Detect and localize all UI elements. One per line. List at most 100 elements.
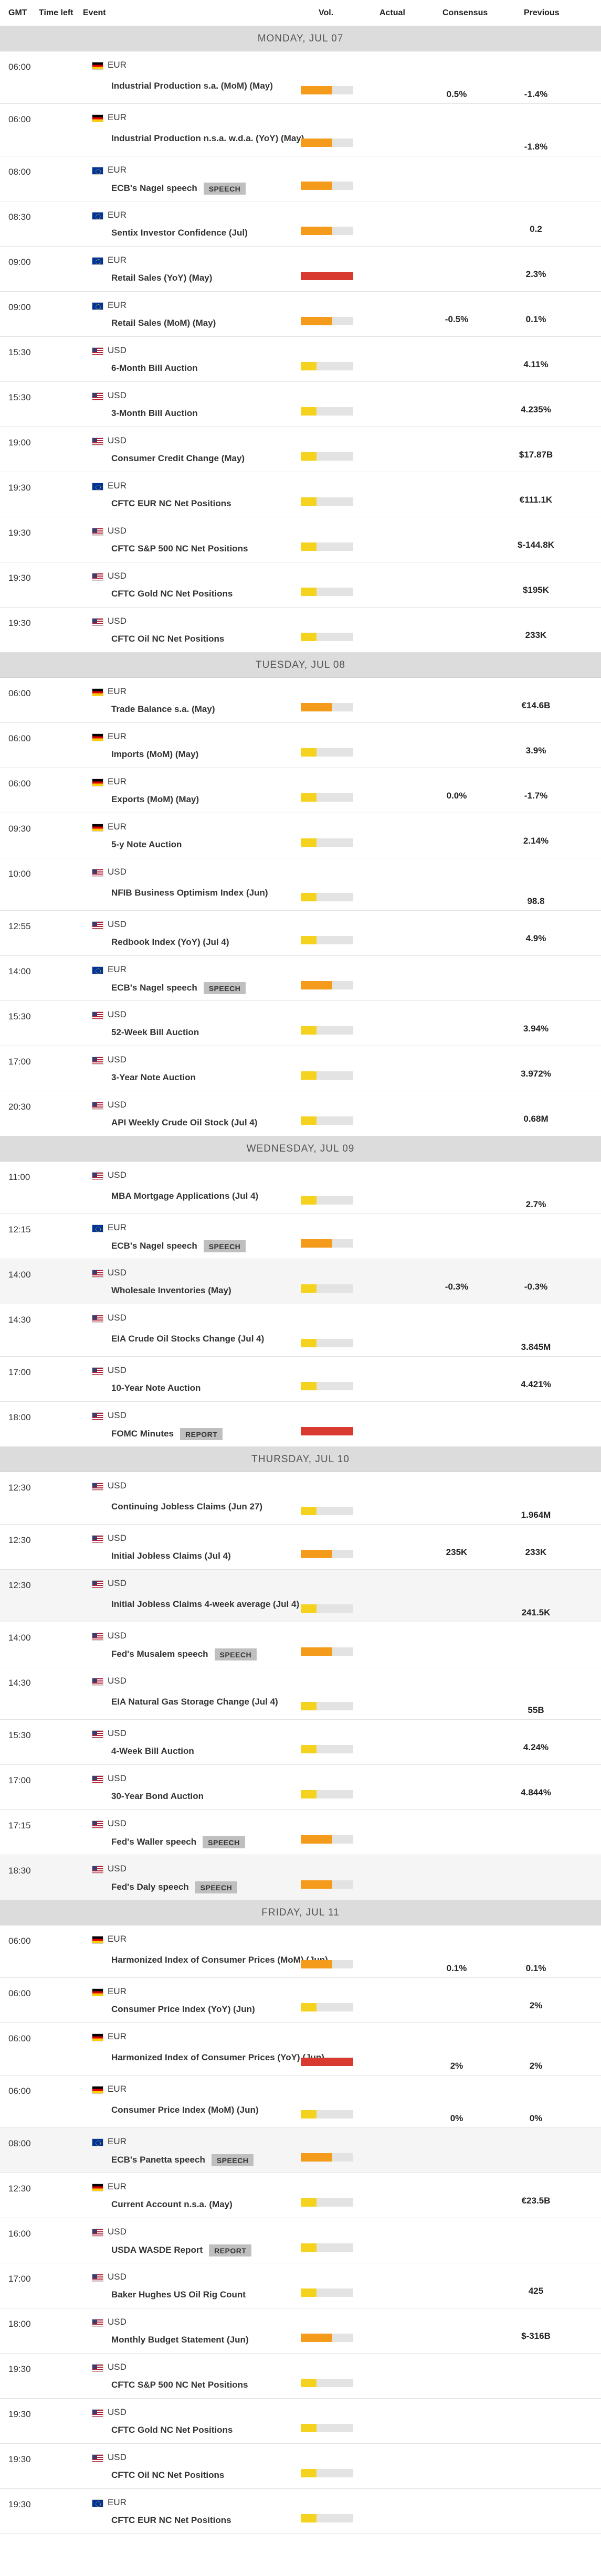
event-name[interactable]: Fed's Waller speech SPEECH bbox=[111, 1836, 245, 1848]
event-name[interactable]: 5-y Note Auction bbox=[111, 839, 182, 850]
event-name[interactable]: EIA Crude Oil Stocks Change (Jul 4) bbox=[111, 1334, 264, 1344]
event-name[interactable]: Redbook Index (YoY) (Jul 4) bbox=[111, 937, 229, 948]
event-name[interactable]: Retail Sales (MoM) (May) bbox=[111, 318, 216, 328]
header-event[interactable]: Event bbox=[83, 8, 106, 17]
event-row[interactable]: 06:00 EUR Consumer Price Index (MoM) (Jun)… bbox=[0, 2075, 601, 2128]
event-name[interactable]: Baker Hughes US Oil Rig Count bbox=[111, 2290, 246, 2300]
event-name[interactable]: Imports (MoM) (May) bbox=[111, 749, 198, 760]
header-vol[interactable]: Vol. bbox=[319, 8, 334, 17]
event-name[interactable]: FOMC Minutes REPORT bbox=[111, 1428, 223, 1440]
header-previous[interactable]: Previous bbox=[524, 8, 560, 17]
event-name[interactable]: CFTC S&P 500 NC Net Positions bbox=[111, 2380, 248, 2390]
event-name[interactable]: API Weekly Crude Oil Stock (Jul 4) bbox=[111, 1117, 257, 1128]
event-row[interactable]: 18:00 USD Monthly Budget Statement (Jun) $-… bbox=[0, 2308, 601, 2354]
event-row[interactable]: 19:30 USD CFTC Gold NC Net Positions bbox=[0, 2399, 601, 2444]
event-row[interactable]: 12:55 USD Redbook Index (YoY) (Jul 4) 4.9% bbox=[0, 911, 601, 956]
event-row[interactable]: 14:00 USD Fed's Musalem speech SPEECH bbox=[0, 1622, 601, 1667]
event-row[interactable]: 18:00 USD FOMC Minutes REPORT bbox=[0, 1402, 601, 1447]
event-name[interactable]: Exports (MoM) (May) bbox=[111, 794, 199, 805]
event-row[interactable]: 12:30 USD Continuing Jobless Claims (Jun 2… bbox=[0, 1472, 601, 1525]
event-name[interactable]: Harmonized Index of Consumer Prices (MoM… bbox=[111, 1955, 328, 1965]
event-name[interactable]: ECB's Nagel speech SPEECH bbox=[111, 982, 246, 994]
event-row[interactable]: 17:00 USD 30-Year Bond Auction 4.844% bbox=[0, 1765, 601, 1810]
event-row[interactable]: 17:15 USD Fed's Waller speech SPEECH bbox=[0, 1810, 601, 1855]
event-name[interactable]: CFTC Oil NC Net Positions bbox=[111, 634, 224, 644]
event-row[interactable]: 20:30 USD API Weekly Crude Oil Stock (Jul … bbox=[0, 1091, 601, 1136]
event-row[interactable]: 06:00 EUR Industrial Production s.a. (MoM)… bbox=[0, 51, 601, 104]
event-row[interactable]: 14:30 USD EIA Crude Oil Stocks Change (Jul… bbox=[0, 1304, 601, 1357]
event-name[interactable]: ECB's Nagel speech SPEECH bbox=[111, 183, 246, 195]
event-row[interactable]: 19:30 USD CFTC S&P 500 NC Net Positions $-1… bbox=[0, 517, 601, 562]
event-name[interactable]: Fed's Musalem speech SPEECH bbox=[111, 1648, 257, 1660]
event-name[interactable]: MBA Mortgage Applications (Jul 4) bbox=[111, 1191, 258, 1201]
event-row[interactable]: 19:30 USD CFTC Oil NC Net Positions 233K bbox=[0, 608, 601, 653]
event-row[interactable]: 12:30 EUR Current Account n.s.a. (May) €23.… bbox=[0, 2173, 601, 2218]
event-row[interactable]: 06:00 EUR Trade Balance s.a. (May) €14.6B bbox=[0, 678, 601, 723]
event-row[interactable]: 09:00 EUR Retail Sales (YoY) (May) 2.3% bbox=[0, 247, 601, 292]
event-row[interactable]: 12:15 EUR ECB's Nagel speech SPEECH bbox=[0, 1214, 601, 1259]
event-name[interactable]: Sentix Investor Confidence (Jul) bbox=[111, 228, 248, 238]
event-row[interactable]: 09:30 EUR 5-y Note Auction 2.14% bbox=[0, 813, 601, 858]
event-row[interactable]: 18:30 USD Fed's Daly speech SPEECH bbox=[0, 1855, 601, 1900]
event-name[interactable]: 30-Year Bond Auction bbox=[111, 1791, 204, 1802]
event-row[interactable]: 12:30 USD Initial Jobless Claims 4-week av… bbox=[0, 1570, 601, 1622]
event-row[interactable]: 06:00 EUR Harmonized Index of Consumer Pri… bbox=[0, 2023, 601, 2075]
event-name[interactable]: 10-Year Note Auction bbox=[111, 1383, 201, 1393]
event-row[interactable]: 19:00 USD Consumer Credit Change (May) $17.… bbox=[0, 427, 601, 472]
event-row[interactable]: 19:30 EUR CFTC EUR NC Net Positions bbox=[0, 2489, 601, 2534]
event-name[interactable]: Initial Jobless Claims 4-week average (J… bbox=[111, 1599, 299, 1610]
event-row[interactable]: 15:30 USD 6-Month Bill Auction 4.11% bbox=[0, 337, 601, 382]
event-row[interactable]: 14:00 EUR ECB's Nagel speech SPEECH bbox=[0, 956, 601, 1001]
event-row[interactable]: 08:30 EUR Sentix Investor Confidence (Jul)… bbox=[0, 201, 601, 247]
event-row[interactable]: 19:30 USD CFTC Gold NC Net Positions $195K bbox=[0, 562, 601, 608]
event-name[interactable]: Consumer Price Index (YoY) (Jun) bbox=[111, 2004, 255, 2015]
event-row[interactable]: 06:00 EUR Harmonized Index of Consumer Pri… bbox=[0, 1925, 601, 1978]
event-row[interactable]: 10:00 USD NFIB Business Optimism Index (Ju… bbox=[0, 858, 601, 911]
event-name[interactable]: CFTC EUR NC Net Positions bbox=[111, 498, 231, 509]
event-name[interactable]: Monthly Budget Statement (Jun) bbox=[111, 2335, 249, 2345]
event-name[interactable]: ECB's Panetta speech SPEECH bbox=[111, 2154, 254, 2166]
event-row[interactable]: 16:00 USD USDA WASDE Report REPORT bbox=[0, 2218, 601, 2263]
event-row[interactable]: 19:30 USD CFTC Oil NC Net Positions bbox=[0, 2444, 601, 2489]
header-consensus[interactable]: Consensus bbox=[442, 8, 488, 17]
event-name[interactable]: Consumer Price Index (MoM) (Jun) bbox=[111, 2105, 259, 2115]
event-name[interactable]: Current Account n.s.a. (May) bbox=[111, 2199, 233, 2210]
event-row[interactable]: 14:30 USD EIA Natural Gas Storage Change (… bbox=[0, 1667, 601, 1720]
event-name[interactable]: 3-Year Note Auction bbox=[111, 1072, 196, 1083]
event-row[interactable]: 06:00 EUR Consumer Price Index (YoY) (Jun)… bbox=[0, 1978, 601, 2023]
header-time-left[interactable]: Time left bbox=[39, 8, 73, 17]
event-name[interactable]: ECB's Nagel speech SPEECH bbox=[111, 1240, 246, 1252]
event-row[interactable]: 15:30 USD 4-Week Bill Auction 4.24% bbox=[0, 1720, 601, 1765]
event-name[interactable]: Retail Sales (YoY) (May) bbox=[111, 273, 212, 283]
event-row[interactable]: 06:00 EUR Industrial Production n.s.a. w.d… bbox=[0, 104, 601, 156]
event-name[interactable]: CFTC Oil NC Net Positions bbox=[111, 2470, 224, 2481]
event-row[interactable]: 17:00 USD 3-Year Note Auction 3.972% bbox=[0, 1046, 601, 1091]
event-row[interactable]: 11:00 USD MBA Mortgage Applications (Jul 4… bbox=[0, 1162, 601, 1214]
event-name[interactable]: 3-Month Bill Auction bbox=[111, 408, 198, 419]
event-name[interactable]: Wholesale Inventories (May) bbox=[111, 1285, 231, 1296]
event-row[interactable]: 09:00 EUR Retail Sales (MoM) (May) -0.5% 0.1… bbox=[0, 292, 601, 337]
event-row[interactable]: 06:00 EUR Exports (MoM) (May) 0.0% -1.7% bbox=[0, 768, 601, 813]
header-actual[interactable]: Actual bbox=[379, 8, 405, 17]
event-row[interactable]: 15:30 USD 52-Week Bill Auction 3.94% bbox=[0, 1001, 601, 1046]
event-name[interactable]: 4-Week Bill Auction bbox=[111, 1746, 194, 1757]
event-name[interactable]: 52-Week Bill Auction bbox=[111, 1027, 199, 1038]
event-row[interactable]: 06:00 EUR Imports (MoM) (May) 3.9% bbox=[0, 723, 601, 768]
event-row[interactable]: 08:00 EUR ECB's Panetta speech SPEECH bbox=[0, 2128, 601, 2173]
event-name[interactable]: NFIB Business Optimism Index (Jun) bbox=[111, 888, 268, 898]
event-name[interactable]: Consumer Credit Change (May) bbox=[111, 453, 245, 464]
event-row[interactable]: 17:00 USD Baker Hughes US Oil Rig Count 425 bbox=[0, 2263, 601, 2308]
header-gmt[interactable]: GMT bbox=[8, 8, 27, 17]
event-row[interactable]: 17:00 USD 10-Year Note Auction 4.421% bbox=[0, 1357, 601, 1402]
event-row[interactable]: 15:30 USD 3-Month Bill Auction 4.235% bbox=[0, 382, 601, 427]
event-name[interactable]: Industrial Production s.a. (MoM) (May) bbox=[111, 81, 273, 91]
event-row[interactable]: 19:30 USD CFTC S&P 500 NC Net Positions bbox=[0, 2354, 601, 2399]
event-name[interactable]: Trade Balance s.a. (May) bbox=[111, 704, 215, 715]
event-row[interactable]: 12:30 USD Initial Jobless Claims (Jul 4) 23… bbox=[0, 1525, 601, 1570]
event-row[interactable]: 08:00 EUR ECB's Nagel speech SPEECH bbox=[0, 156, 601, 201]
event-name[interactable]: CFTC Gold NC Net Positions bbox=[111, 589, 233, 599]
event-name[interactable]: 6-Month Bill Auction bbox=[111, 363, 198, 374]
event-name[interactable]: Harmonized Index of Consumer Prices (YoY… bbox=[111, 2052, 324, 2063]
event-row[interactable]: 14:00 USD Wholesale Inventories (May) -0.3%… bbox=[0, 1259, 601, 1304]
event-name[interactable]: CFTC S&P 500 NC Net Positions bbox=[111, 544, 248, 554]
